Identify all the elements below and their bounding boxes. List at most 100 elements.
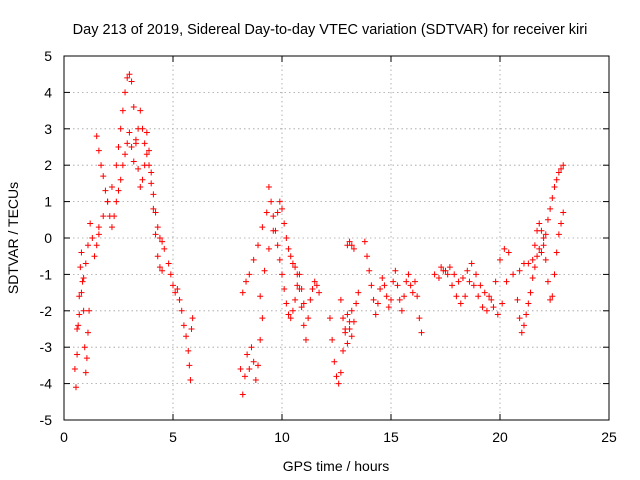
data-point <box>82 260 89 267</box>
data-point <box>446 264 453 271</box>
y-tick-label: -1 <box>40 266 53 282</box>
data-point <box>111 213 118 220</box>
data-point <box>534 253 541 260</box>
data-point <box>547 205 554 212</box>
data-point <box>159 238 166 245</box>
data-point <box>137 107 144 114</box>
data-point <box>544 216 551 223</box>
data-point <box>459 275 466 282</box>
data-point <box>119 162 126 169</box>
data-point <box>316 289 323 296</box>
series-arc-e <box>165 260 196 383</box>
data-point <box>540 235 547 241</box>
data-point <box>279 271 285 278</box>
series-arc-i <box>326 289 362 387</box>
data-point <box>300 300 307 307</box>
data-point <box>141 140 148 147</box>
data-point <box>246 271 253 278</box>
data-point <box>309 285 316 292</box>
data-point <box>296 285 303 292</box>
data-point <box>449 282 456 289</box>
y-tick-label: -3 <box>40 339 53 355</box>
data-point <box>292 296 299 303</box>
data-point <box>337 296 344 303</box>
data-point <box>551 271 558 278</box>
data-point <box>536 220 543 227</box>
data-point <box>252 376 259 383</box>
data-point <box>348 333 355 340</box>
data-point <box>115 144 122 150</box>
x-tick-label: 0 <box>60 429 68 445</box>
data-point <box>527 289 534 296</box>
data-point <box>150 205 157 212</box>
data-point <box>499 300 506 307</box>
data-point <box>76 311 83 318</box>
data-point <box>78 249 85 256</box>
data-point <box>250 256 257 263</box>
data-point <box>91 253 98 260</box>
data-point <box>80 275 87 282</box>
data-point <box>350 245 357 252</box>
data-point <box>89 235 96 241</box>
data-point <box>544 278 551 285</box>
data-point <box>83 355 90 362</box>
data-point <box>418 329 425 336</box>
data-point <box>531 242 538 249</box>
data-point <box>289 307 296 314</box>
data-point <box>248 344 255 351</box>
data-point <box>444 271 451 278</box>
data-point <box>525 260 532 267</box>
data-point <box>93 133 100 140</box>
data-point <box>98 162 105 169</box>
data-point <box>442 267 449 274</box>
data-point <box>174 285 181 292</box>
data-point <box>409 289 416 296</box>
data-point <box>122 89 129 96</box>
data-point <box>159 267 166 274</box>
data-point <box>87 220 94 227</box>
data-point <box>281 285 288 292</box>
data-point <box>283 300 290 307</box>
data-point <box>189 315 196 322</box>
data-point <box>152 209 159 216</box>
data-point <box>281 220 288 227</box>
data-point <box>514 296 521 303</box>
data-point <box>72 384 79 391</box>
data-point <box>555 231 562 238</box>
data-point <box>170 282 176 289</box>
data-point <box>414 293 421 300</box>
data-point <box>555 169 562 176</box>
data-point <box>518 329 525 336</box>
data-point <box>154 224 161 231</box>
data-point <box>453 293 460 300</box>
data-point <box>536 245 543 252</box>
data-point <box>93 242 100 249</box>
data-point <box>243 278 250 285</box>
data-point <box>276 198 283 205</box>
y-tick-label: 5 <box>44 48 52 64</box>
data-point <box>335 380 342 387</box>
data-point <box>331 358 338 365</box>
data-point <box>488 296 495 303</box>
data-point <box>520 322 527 329</box>
data-point <box>525 300 532 307</box>
data-point <box>274 209 281 216</box>
data-point <box>95 231 102 238</box>
data-point <box>307 296 314 303</box>
data-point <box>551 184 558 191</box>
data-point <box>180 322 187 329</box>
data-point <box>435 275 442 282</box>
data-point <box>104 198 111 205</box>
data-point <box>403 278 410 285</box>
data-point <box>244 351 251 358</box>
data-point <box>398 307 405 314</box>
y-tick-label: 2 <box>44 157 52 173</box>
data-point <box>156 235 163 241</box>
data-point <box>126 71 133 78</box>
data-point <box>353 300 360 307</box>
data-point <box>270 213 277 220</box>
data-point <box>470 282 477 289</box>
series-arc-d <box>95 71 166 274</box>
data-point <box>346 238 353 245</box>
data-point <box>265 184 272 191</box>
